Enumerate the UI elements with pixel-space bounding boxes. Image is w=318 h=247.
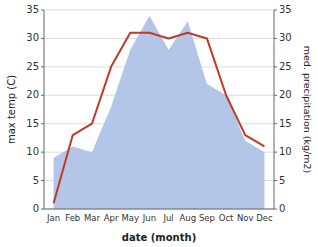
y2-tick-label: 35 — [279, 4, 292, 15]
y-tick — [41, 209, 44, 210]
y2-tick — [274, 10, 277, 11]
grid — [44, 10, 274, 209]
y-tick — [41, 38, 44, 39]
y2-tick-label: 5 — [279, 175, 285, 186]
y-tick-label: 35 — [26, 4, 39, 15]
y-tick-label: 15 — [26, 118, 39, 129]
x-tick-label: Oct — [219, 213, 234, 223]
y-tick-label: 5 — [33, 175, 39, 186]
y2-tick-label: 30 — [279, 32, 292, 43]
x-tick-label: Mar — [84, 213, 101, 223]
axes: 0 5 10 15 20 25 30 35 0 5 10 15 20 25 30 35 Jan Feb MarApr… — [6, 4, 313, 243]
y-tick — [41, 66, 44, 67]
y2-axis-label: med. precipitation (kg/m2) — [302, 46, 313, 173]
x-tick-label: Sep — [199, 213, 215, 223]
y-tick-label: 25 — [26, 61, 39, 72]
temperature-line — [54, 33, 265, 204]
x-tick-label: Jul — [162, 213, 173, 223]
y2-tick — [274, 38, 277, 39]
y-tick — [41, 180, 44, 181]
grid-line — [44, 10, 274, 11]
y2-tick-label: 25 — [279, 61, 292, 72]
y-tick-label: 0 — [33, 203, 39, 214]
x-axis-label: date (month) — [122, 232, 196, 243]
y2-tick — [274, 123, 277, 124]
y-tick-label: 20 — [26, 89, 39, 100]
y-axis-label: max temp (C) — [6, 75, 17, 144]
y2-tick-label: 15 — [279, 118, 292, 129]
x-tick-label: Feb — [65, 213, 80, 223]
precipitation-area — [54, 16, 265, 209]
x-tick-label: May — [121, 213, 139, 223]
y2-tick — [274, 95, 277, 96]
x-tick-label: Jan — [46, 213, 60, 223]
y2-axis-line — [274, 10, 275, 209]
y-tick-label: 30 — [26, 32, 39, 43]
x-tick-label: Dec — [256, 213, 273, 223]
y-tick — [41, 95, 44, 96]
grid-line — [44, 209, 274, 210]
x-tick-label: Apr — [104, 213, 119, 223]
x-axis-line — [44, 209, 274, 210]
y2-tick — [274, 152, 277, 153]
y-tick — [41, 10, 44, 11]
x-tick-label: Nov — [237, 213, 254, 223]
y2-tick — [274, 66, 277, 67]
y-tick-label: 10 — [26, 146, 39, 157]
chart-container: 0 5 10 15 20 25 30 35 0 5 10 15 20 25 30 35 Jan Feb MarApr… — [0, 0, 318, 247]
y-tick — [41, 123, 44, 124]
chart: 0 5 10 15 20 25 30 35 0 5 10 15 20 25 30 35 Jan Feb MarApr… — [0, 0, 318, 247]
y-axis-line — [44, 10, 45, 209]
y2-tick — [274, 180, 277, 181]
y2-tick-label: 10 — [279, 146, 292, 157]
y2-tick-label: 0 — [279, 203, 285, 214]
x-tick-label: Aug — [179, 213, 196, 223]
y2-tick — [274, 209, 277, 210]
x-tick-label: Jun — [142, 213, 156, 223]
y-tick — [41, 152, 44, 153]
plot-area — [54, 16, 265, 209]
y2-tick-label: 20 — [279, 89, 292, 100]
